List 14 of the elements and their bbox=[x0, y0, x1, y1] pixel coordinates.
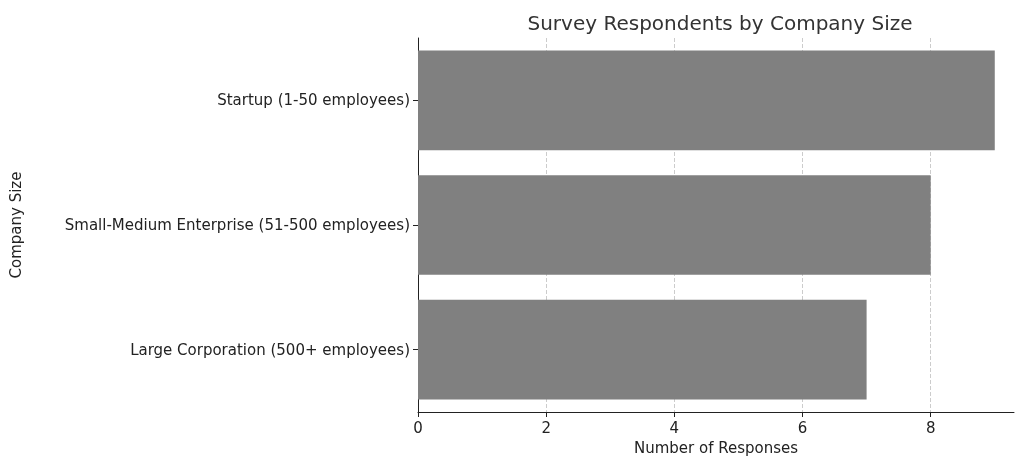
y-axis-title: Company Size bbox=[6, 171, 25, 279]
x-tick-label: 0 bbox=[413, 418, 423, 437]
y-tick-label: Startup (1-50 employees) bbox=[217, 91, 410, 110]
x-tick-label: 2 bbox=[541, 418, 551, 437]
bar bbox=[418, 175, 931, 275]
chart-title: Survey Respondents by Company Size bbox=[527, 11, 913, 35]
x-tick-label: 4 bbox=[669, 418, 680, 437]
y-tick-label: Large Corporation (500+ employees) bbox=[130, 340, 410, 359]
x-tick-label: 8 bbox=[925, 418, 936, 437]
x-tick-label: 6 bbox=[797, 418, 808, 437]
bar bbox=[418, 50, 995, 151]
x-axis-title: Number of Responses bbox=[633, 438, 799, 457]
bar bbox=[418, 299, 867, 400]
y-tick-label: Small-Medium Enterprise (51-500 employees) bbox=[64, 216, 410, 234]
